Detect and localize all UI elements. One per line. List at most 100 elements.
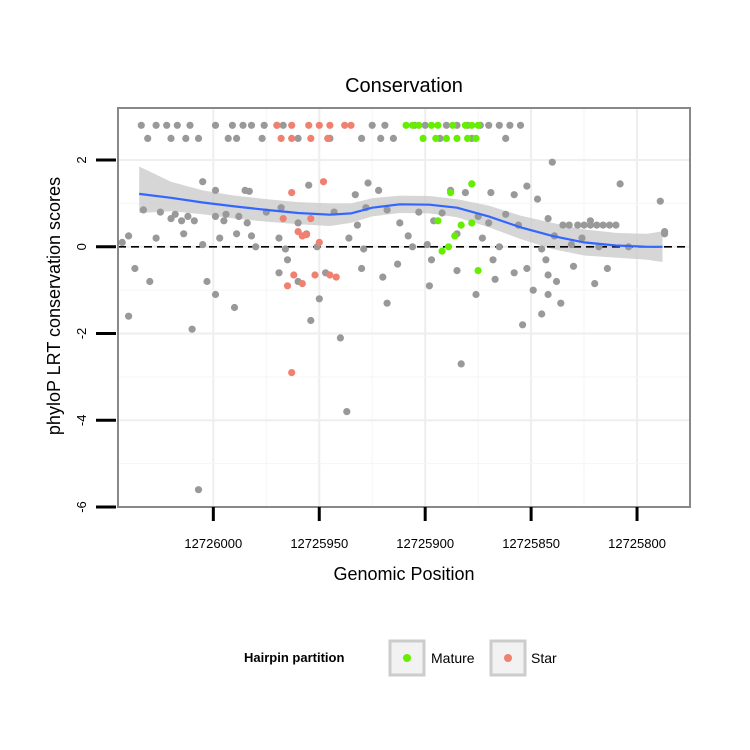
smooth-line-layer — [139, 192, 663, 248]
point-other — [491, 275, 499, 283]
point-other — [173, 121, 181, 129]
point-other — [167, 215, 175, 223]
point-other — [283, 256, 292, 264]
point-other — [487, 189, 495, 197]
point-mature — [442, 134, 450, 142]
point-other — [211, 212, 220, 220]
y-tick-label: 0 — [74, 243, 89, 250]
point-mature — [468, 121, 476, 129]
point-other — [593, 221, 601, 229]
point-other — [565, 221, 573, 229]
legend-swatch-mature — [403, 654, 411, 662]
point-other — [184, 212, 192, 220]
point-other — [351, 191, 359, 199]
point-star — [288, 134, 296, 142]
point-other — [472, 290, 480, 299]
point-other — [190, 217, 198, 225]
point-other — [275, 269, 283, 277]
point-other — [495, 121, 503, 129]
point-other — [345, 234, 353, 242]
point-other — [163, 121, 171, 129]
point-other — [375, 186, 383, 194]
point-other — [353, 221, 361, 229]
point-other — [294, 134, 302, 142]
panel-border — [117, 107, 691, 508]
loess-smooth-line — [139, 192, 663, 248]
point-other — [245, 187, 253, 195]
point-star — [326, 271, 334, 279]
point-other — [478, 234, 486, 242]
point-mature — [461, 121, 469, 129]
point-other — [243, 219, 251, 227]
point-other — [599, 221, 607, 229]
point-other — [519, 321, 527, 329]
point-star — [311, 271, 319, 279]
point-mature — [438, 247, 446, 255]
point-other — [377, 134, 385, 142]
point-other — [252, 243, 260, 251]
point-other — [427, 256, 436, 264]
point-other — [461, 189, 469, 197]
point-other — [616, 180, 624, 188]
point-mature — [447, 189, 455, 197]
point-other — [258, 134, 266, 142]
point-other — [404, 232, 412, 240]
point-other — [603, 264, 612, 273]
y-tick-label: -4 — [74, 415, 89, 427]
point-other — [260, 121, 268, 129]
point-other — [180, 230, 188, 238]
point-other — [523, 182, 531, 190]
point-other — [538, 310, 546, 318]
x-tick-label: 12725800 — [608, 536, 666, 551]
point-mature — [444, 243, 453, 251]
point-other — [279, 121, 287, 129]
point-other — [137, 121, 145, 129]
point-other — [559, 221, 567, 229]
point-other — [203, 277, 211, 286]
point-other — [415, 208, 423, 216]
point-other — [495, 243, 503, 251]
point-other — [247, 121, 256, 129]
point-mature — [449, 121, 457, 129]
point-other — [529, 286, 537, 294]
point-other — [315, 295, 323, 303]
point-other — [211, 121, 220, 129]
point-other — [144, 134, 152, 142]
point-mature — [474, 121, 482, 129]
point-star — [288, 121, 296, 129]
point-other — [379, 273, 387, 281]
point-other — [574, 221, 582, 229]
point-other — [125, 312, 133, 320]
point-other — [544, 290, 552, 299]
point-mature — [427, 121, 436, 129]
x-tick-label: 12726000 — [184, 536, 242, 551]
point-star — [277, 134, 285, 142]
point-other — [605, 221, 614, 229]
y-axis-label: phyloP LRT conservation scores — [44, 177, 64, 435]
point-other — [425, 282, 433, 290]
point-other — [489, 256, 497, 264]
point-mature — [432, 134, 440, 142]
point-other — [336, 334, 344, 342]
point-star — [319, 178, 328, 186]
point-other — [438, 209, 446, 217]
point-other — [368, 121, 376, 129]
point-other — [199, 241, 207, 249]
y-tick-label: -6 — [74, 501, 89, 513]
point-other — [389, 134, 397, 142]
point-mature — [415, 121, 423, 129]
point-other — [656, 197, 664, 205]
point-other — [211, 186, 220, 194]
point-star — [324, 134, 332, 142]
point-other — [396, 219, 404, 227]
point-star — [290, 271, 298, 279]
confidence-band — [139, 166, 663, 262]
point-other — [442, 121, 450, 129]
point-star — [273, 121, 281, 129]
legend: Hairpin partition Mature Star — [244, 639, 557, 677]
point-other — [360, 245, 368, 253]
point-star — [283, 282, 292, 290]
panel-background — [118, 108, 690, 507]
point-other — [358, 134, 366, 142]
